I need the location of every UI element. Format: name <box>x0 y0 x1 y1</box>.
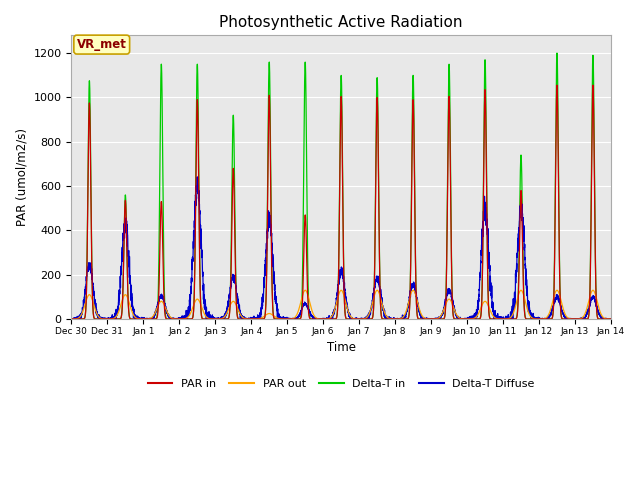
PAR out <box>68 316 76 322</box>
Delta-T Diffuse <box>462 316 470 322</box>
Line: Delta-T Diffuse: Delta-T Diffuse <box>72 177 611 319</box>
PAR in <box>68 316 76 322</box>
PAR in <box>321 316 329 322</box>
Delta-T Diffuse <box>607 316 615 322</box>
PAR out <box>493 316 500 322</box>
Delta-T Diffuse <box>607 316 614 322</box>
Delta-T Diffuse <box>493 313 500 319</box>
PAR out <box>164 312 172 317</box>
Text: VR_met: VR_met <box>77 38 127 51</box>
PAR out <box>607 316 614 322</box>
Delta-T in <box>432 316 440 322</box>
Delta-T in <box>321 316 329 322</box>
PAR in <box>607 316 614 322</box>
Delta-T in <box>607 316 615 322</box>
PAR in <box>432 316 440 322</box>
Y-axis label: PAR (umol/m2/s): PAR (umol/m2/s) <box>15 128 28 226</box>
PAR out <box>607 316 615 322</box>
PAR in <box>462 316 470 322</box>
Line: Delta-T in: Delta-T in <box>72 53 611 319</box>
PAR in <box>164 316 172 322</box>
PAR in <box>607 316 615 322</box>
PAR in <box>589 83 596 88</box>
Delta-T Diffuse <box>68 315 76 321</box>
Delta-T in <box>553 50 561 56</box>
Delta-T Diffuse <box>68 316 76 322</box>
Line: PAR out: PAR out <box>72 290 611 319</box>
Delta-T Diffuse <box>433 315 440 321</box>
PAR out <box>433 316 440 322</box>
PAR out <box>462 316 470 322</box>
Delta-T in <box>607 316 614 322</box>
Delta-T Diffuse <box>194 174 202 180</box>
Legend: PAR in, PAR out, Delta-T in, Delta-T Diffuse: PAR in, PAR out, Delta-T in, Delta-T Dif… <box>143 374 540 393</box>
X-axis label: Time: Time <box>326 341 356 354</box>
Delta-T in <box>68 316 76 322</box>
Delta-T Diffuse <box>321 316 329 322</box>
PAR out <box>248 316 256 322</box>
Delta-T in <box>462 316 470 322</box>
PAR out <box>589 288 596 293</box>
Title: Photosynthetic Active Radiation: Photosynthetic Active Radiation <box>220 15 463 30</box>
PAR out <box>321 316 329 322</box>
Delta-T in <box>164 316 172 322</box>
Delta-T in <box>493 316 500 322</box>
Line: PAR in: PAR in <box>72 85 611 319</box>
PAR in <box>493 316 500 322</box>
Delta-T Diffuse <box>164 313 172 319</box>
